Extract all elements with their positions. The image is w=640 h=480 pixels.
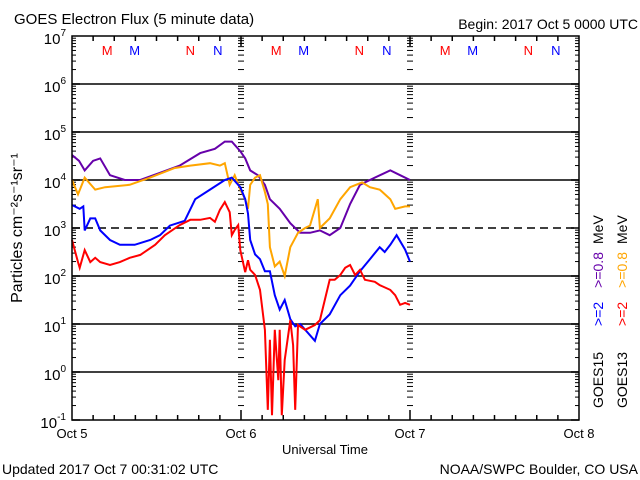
- y-tick-base: 10: [44, 31, 61, 48]
- legend-entry: >=0.8: [614, 252, 630, 288]
- y-tick-label: 102: [44, 268, 67, 288]
- series-line-1: [71, 161, 410, 280]
- y-tick-base: 10: [44, 367, 61, 384]
- y-tick-base: 10: [44, 79, 61, 96]
- orbit-marker: N: [213, 43, 222, 58]
- series-line-0: [71, 140, 411, 237]
- orbit-marker: M: [298, 43, 309, 58]
- y-tick-label: 106: [44, 76, 67, 96]
- orbit-marker: N: [355, 43, 364, 58]
- legend-entry: >=2: [590, 302, 606, 326]
- y-tick-exponent: -1: [57, 412, 66, 423]
- orbit-marker: N: [186, 43, 195, 58]
- orbit-marker: N: [382, 43, 391, 58]
- y-tick-exponent: 0: [60, 364, 66, 375]
- series-line-2: [71, 176, 411, 343]
- x-tick-label: Oct 7: [394, 426, 425, 441]
- y-tick-exponent: 6: [60, 76, 66, 87]
- orbit-marker: N: [551, 43, 560, 58]
- y-tick-base: 10: [44, 175, 61, 192]
- legend: GOES15 >=2 >=0.8 MeV GOES13 >=2 >=0.8 MeV: [590, 215, 630, 408]
- legend-entry: >=0.8: [590, 252, 606, 288]
- chart-title: GOES Electron Flux (5 minute data): [14, 11, 254, 28]
- x-tick-label: Oct 6: [225, 426, 256, 441]
- y-tick-exponent: 1: [60, 316, 66, 327]
- begin-label: Begin: 2017 Oct 5 0000 UTC: [458, 16, 638, 32]
- y-tick-label: 103: [44, 220, 67, 240]
- grid-lines: [72, 83, 579, 373]
- y-tick-exponent: 4: [60, 172, 66, 183]
- orbit-marker: M: [440, 43, 451, 58]
- updated-timestamp: Updated 2017 Oct 7 00:31:02 UTC: [2, 461, 218, 477]
- legend-satellite: GOES13: [614, 352, 630, 408]
- y-tick-exponent: 2: [60, 268, 66, 279]
- y-tick-exponent: 3: [60, 220, 66, 231]
- legend-unit: MeV: [614, 215, 630, 244]
- y-tick-label: 101: [44, 316, 67, 336]
- orbit-marker: M: [271, 43, 282, 58]
- x-axis-label: Universal Time: [282, 442, 368, 457]
- y-tick-label: 105: [44, 124, 67, 144]
- legend-column-goes15: GOES15 >=2 >=0.8 MeV: [590, 215, 606, 408]
- y-tick-label: 100: [44, 364, 67, 384]
- y-tick-base: 10: [44, 271, 61, 288]
- y-tick-label: 104: [44, 172, 67, 192]
- legend-column-goes13: GOES13 >=2 >=0.8 MeV: [614, 215, 630, 408]
- x-tick-label: Oct 5: [56, 426, 87, 441]
- y-tick-exponent: 5: [60, 124, 66, 135]
- legend-satellite: GOES15: [590, 352, 606, 408]
- legend-entry: >=2: [614, 302, 630, 326]
- y-tick-base: 10: [44, 127, 61, 144]
- x-tick-label: Oct 8: [563, 426, 594, 441]
- y-tick-base: 10: [44, 223, 61, 240]
- y-tick-label: 107: [44, 28, 67, 48]
- y-tick-base: 10: [40, 415, 57, 432]
- y-tick-label: 10-1: [40, 412, 66, 432]
- orbit-marker: N: [524, 43, 533, 58]
- y-axis-label: Particles cm⁻²s⁻¹sr⁻¹: [9, 153, 26, 303]
- y-tick-exponent: 7: [60, 28, 66, 39]
- series-group: [71, 140, 411, 416]
- series-line-3: [71, 200, 411, 416]
- x-tick-labels: Oct 5 Oct 6 Oct 7 Oct 8: [56, 426, 594, 441]
- plot-frame: [71, 35, 580, 421]
- orbit-marker: M: [467, 43, 478, 58]
- orbit-marker: M: [102, 43, 113, 58]
- legend-unit: MeV: [590, 215, 606, 244]
- y-tick-base: 10: [44, 319, 61, 336]
- orbit-marker: M: [129, 43, 140, 58]
- credit-text: NOAA/SWPC Boulder, CO USA: [440, 461, 639, 477]
